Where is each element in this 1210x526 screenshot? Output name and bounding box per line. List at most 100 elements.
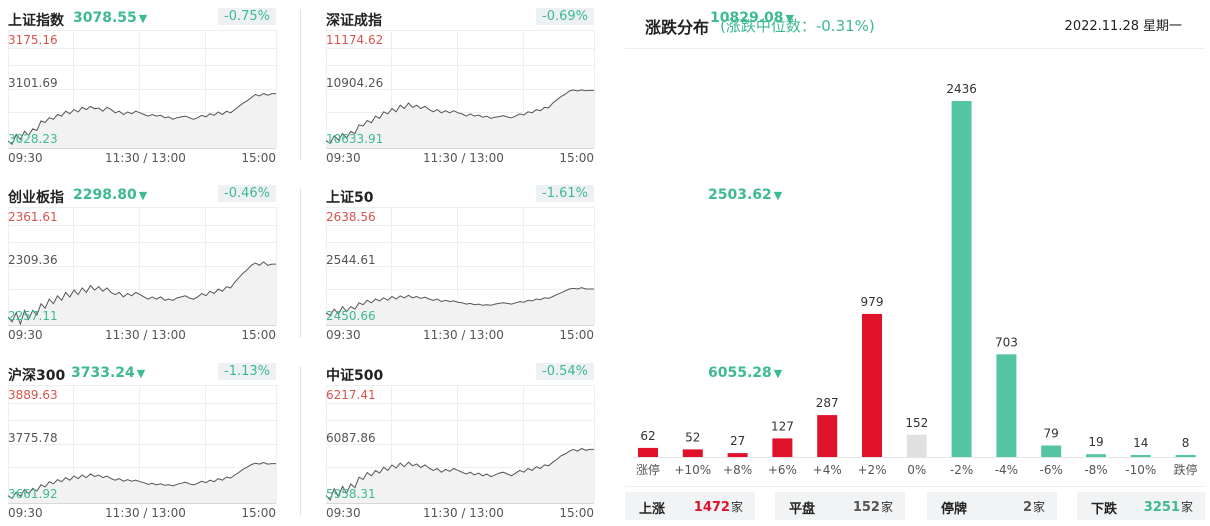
intraday-chart-svg (325, 207, 595, 326)
index-value: 3733.24 ▼ (71, 365, 145, 381)
time-start-label: 09:30 (326, 151, 361, 165)
time-start-label: 09:30 (326, 506, 361, 520)
down-arrow-icon: ▼ (138, 12, 148, 25)
axis-high-label: 3889.63 (8, 388, 58, 402)
index-value-text: 3733.24 (71, 365, 135, 381)
stat-unit: 家 (1032, 500, 1045, 514)
price-line (325, 287, 594, 317)
index-value: 2298.80 ▼ (73, 187, 147, 203)
stat-label: 下跌 (1091, 502, 1118, 517)
stat-label: 上涨 (639, 502, 666, 517)
index-panel-sh-composite[interactable]: 上证指数 3078.55 ▼ -0.75% 3175.16 3101.69 3028.23 0… (0, 0, 292, 170)
index-value: 10829.08 ▼ (710, 10, 794, 26)
time-start-label: 09:30 (326, 328, 361, 342)
index-change-badge: -1.13% (218, 363, 276, 380)
stat-suspended: 停牌 2家 (927, 492, 1057, 520)
bar-10 (1086, 454, 1106, 457)
bar-category-label: +6% (768, 463, 797, 477)
stat-value: 1472家 (694, 498, 743, 515)
down-arrow-icon: ▼ (773, 367, 783, 380)
bar-category-label: +4% (813, 463, 842, 477)
index-change-badge: -0.54% (536, 363, 594, 380)
bar-category-label: +2% (857, 463, 886, 477)
distribution-panel: 涨跌分布 (涨跌中位数：-0.31%) 2022.11.28 星期一 62 涨停 52… (625, 0, 1205, 526)
bar-category-label: -10% (1125, 463, 1156, 477)
stat-count: 2 (1022, 500, 1032, 515)
index-panels: 上证指数 3078.55 ▼ -0.75% 3175.16 3101.69 3028.23 0… (0, 0, 794, 526)
index-panel-sz-component[interactable]: 深证成指 10829.08 ▼ -0.69% 11174.62 10904.26 10633… (318, 0, 794, 170)
intraday-chart: 3889.63 3775.78 3661.92 09:30 11:30 / 13:00 1… (0, 385, 292, 525)
stat-value: 152家 (853, 498, 893, 515)
intraday-chart-svg (7, 30, 277, 149)
time-end-label: 15:00 (241, 328, 276, 342)
stat-count: 1472 (693, 500, 730, 515)
index-value: 3078.55 ▼ (73, 10, 147, 26)
index-name: 中证500 (326, 368, 384, 384)
bar-2 (727, 453, 748, 457)
axis-high-label: 11174.62 (326, 33, 384, 47)
time-end-label: 15:00 (559, 151, 594, 165)
axis-mid-label: 3101.69 (8, 76, 58, 90)
intraday-chart: 11174.62 10904.26 10633.91 09:30 11:30 / 13:… (318, 30, 610, 170)
down-arrow-icon: ▼ (136, 367, 146, 380)
bar-8 (996, 354, 1017, 457)
bar-5 (862, 313, 882, 457)
price-line (7, 93, 276, 145)
bar-value-label: 127 (771, 419, 794, 433)
bar-value-label: 8 (1182, 436, 1190, 450)
axis-mid-label: 10904.26 (326, 76, 384, 90)
index-header: 中证500 6055.28 ▼ -0.54% (318, 361, 782, 385)
stat-label: 平盘 (789, 502, 816, 517)
axis-low-label: 5958.31 (326, 487, 376, 501)
price-area (326, 448, 594, 503)
index-header: 上证指数 3078.55 ▼ -0.75% (0, 6, 292, 30)
axis-high-label: 2361.61 (8, 210, 58, 224)
price-line (325, 89, 594, 145)
axis-low-label: 3661.92 (8, 487, 58, 501)
weekday-text: 星期一 (1142, 19, 1182, 34)
column-divider (300, 366, 301, 516)
bar-9 (1041, 445, 1062, 457)
bar-category-label: -2% (950, 463, 973, 477)
index-header: 沪深300 3733.24 ▼ -1.13% (0, 361, 292, 385)
intraday-chart: 6217.41 6087.86 5958.31 09:30 11:30 / 13:00 1… (318, 385, 610, 525)
date-text: 2022.11.28 (1064, 19, 1139, 34)
index-change-badge: -0.75% (218, 8, 276, 25)
intraday-chart: 2638.56 2544.61 2450.66 09:30 11:30 / 13:00 1… (318, 207, 610, 347)
index-value-text: 2503.62 (708, 187, 772, 203)
time-mid-label: 11:30 / 13:00 (105, 151, 186, 165)
index-header: 上证50 2503.62 ▼ -1.61% (318, 183, 782, 207)
stat-label: 停牌 (941, 502, 968, 517)
bar-value-label: 79 (1044, 427, 1059, 441)
stat-unit: 家 (730, 500, 743, 514)
axis-mid-label: 3775.78 (8, 431, 58, 445)
index-value-text: 3078.55 (73, 10, 137, 26)
bar-value-label: 979 (861, 295, 884, 309)
axis-mid-label: 6087.86 (326, 431, 376, 445)
axis-low-label: 10633.91 (326, 132, 384, 146)
axis-high-label: 6217.41 (326, 388, 376, 402)
bar-value-label: 287 (816, 396, 839, 410)
index-value-text: 10829.08 (710, 10, 784, 26)
index-change-badge: -0.46% (218, 185, 276, 202)
distribution-median: (涨跌中位数：-0.31%) (720, 17, 875, 35)
bar-category-label: -4% (995, 463, 1018, 477)
index-panel-csi300[interactable]: 沪深300 3733.24 ▼ -1.13% 3889.63 3775.78 3661.92… (0, 355, 292, 525)
index-value: 2503.62 ▼ (708, 187, 782, 203)
time-end-label: 15:00 (559, 506, 594, 520)
bar-category-label: 涨停 (636, 462, 660, 477)
axis-high-label: 2638.56 (326, 210, 376, 224)
bar-value-label: 2436 (946, 82, 977, 96)
stat-down: 下跌 3251家 (1077, 492, 1205, 520)
bar-value-label: 152 (905, 416, 928, 430)
distribution-title: 涨跌分布 (645, 18, 710, 37)
bar-category-label: 跌停 (1174, 462, 1198, 477)
index-panel-chinext[interactable]: 创业板指 2298.80 ▼ -0.46% 2361.61 2309.36 2257.11 0… (0, 177, 292, 347)
index-panel-csi500[interactable]: 中证500 6055.28 ▼ -0.54% 6217.41 6087.86 5958.31… (318, 355, 782, 525)
time-start-label: 09:30 (8, 506, 43, 520)
time-mid-label: 11:30 / 13:00 (105, 328, 186, 342)
column-divider (300, 188, 301, 338)
time-mid-label: 11:30 / 13:00 (423, 151, 504, 165)
index-change-badge: -0.69% (536, 8, 594, 25)
index-panel-sse50[interactable]: 上证50 2503.62 ▼ -1.61% 2638.56 2544.61 2450.66 0… (318, 177, 782, 347)
